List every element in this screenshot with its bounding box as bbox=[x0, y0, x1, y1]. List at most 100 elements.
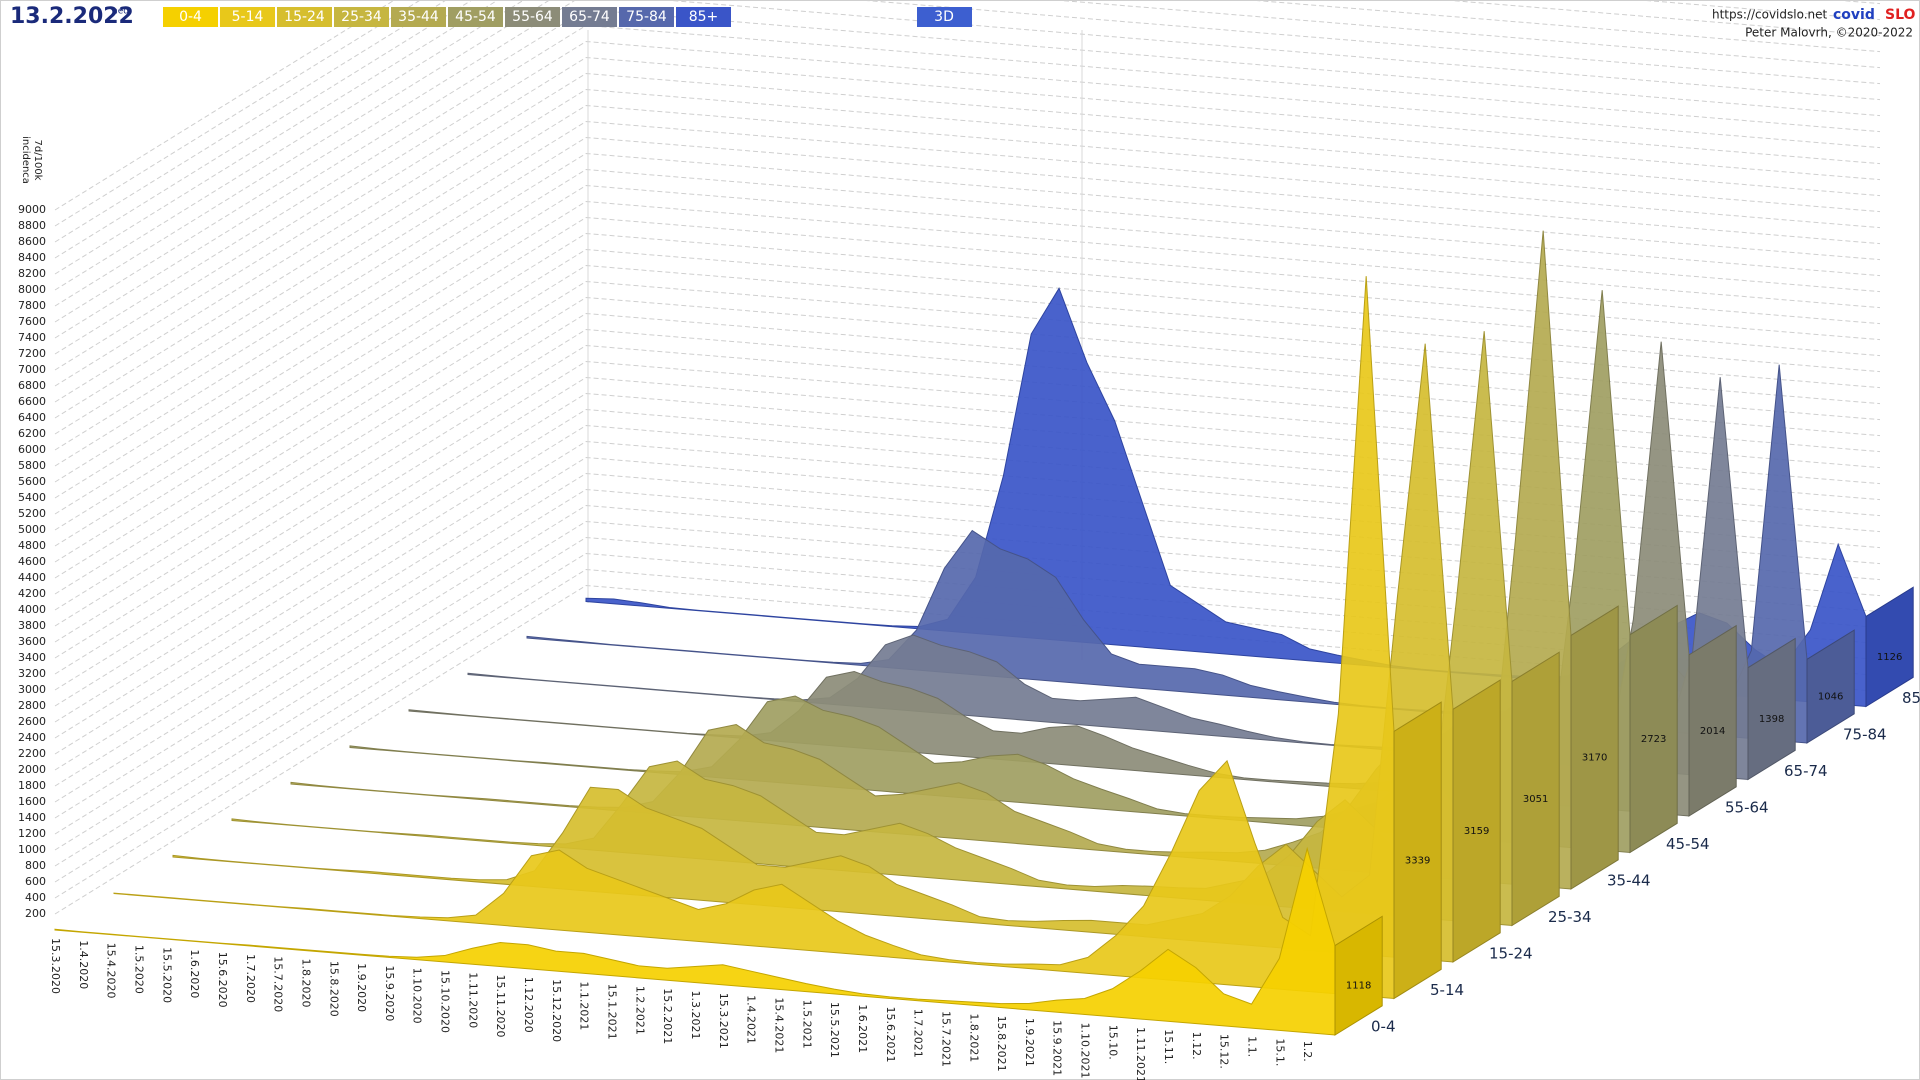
value-label: 3170 bbox=[1582, 753, 1607, 764]
x-tick-label: 15.7.2020 bbox=[272, 956, 285, 1012]
y-tick-label: 1000 bbox=[18, 843, 46, 856]
grid-line bbox=[54, 232, 1881, 563]
grid-line bbox=[54, 200, 1881, 531]
x-tick-label: 15.4.2020 bbox=[105, 943, 118, 999]
legend-button[interactable] bbox=[220, 7, 275, 27]
y-tick-label: 6600 bbox=[18, 395, 46, 408]
value-label: 1126 bbox=[1877, 652, 1902, 663]
y-tick-label: 3800 bbox=[18, 619, 46, 632]
legend-label[interactable]: 15-24 bbox=[284, 9, 325, 25]
x-tick-label: 15.6.2021 bbox=[884, 1006, 897, 1062]
age-row-area bbox=[113, 276, 1395, 1000]
y-tick-label: 2800 bbox=[18, 699, 46, 712]
legend-label[interactable]: 85+ bbox=[689, 9, 719, 25]
weekday: ned bbox=[112, 7, 129, 17]
legend-button[interactable] bbox=[505, 7, 560, 27]
legend-label[interactable]: 65-74 bbox=[569, 9, 610, 25]
grid-line bbox=[54, 296, 1881, 627]
end-face bbox=[1865, 586, 1914, 708]
legend-label[interactable]: 5-14 bbox=[232, 9, 264, 25]
row-label: 85+ bbox=[1902, 689, 1920, 707]
x-tick-label: 15.12. bbox=[1218, 1034, 1231, 1069]
legend-label[interactable]: 55-64 bbox=[512, 9, 553, 25]
x-tick-label: 15.8.2021 bbox=[995, 1016, 1008, 1072]
y-tick-label: 8400 bbox=[18, 251, 46, 264]
mode-button-label[interactable]: 3D bbox=[934, 9, 954, 25]
x-tick-label: 1.5.2021 bbox=[800, 1000, 813, 1049]
x-tick-label: 1.10.2020 bbox=[411, 968, 424, 1024]
grid-line bbox=[54, 248, 1881, 579]
grid-line bbox=[54, 56, 1881, 387]
y-tick-label: 2000 bbox=[18, 763, 46, 776]
grid-line bbox=[54, 472, 1881, 803]
y-tick-label: 5000 bbox=[18, 523, 46, 536]
x-tick-label: 1.2.2021 bbox=[633, 986, 646, 1035]
legend-button[interactable] bbox=[163, 7, 218, 27]
legend-button[interactable] bbox=[448, 7, 503, 27]
y-tick-label: 6800 bbox=[18, 379, 46, 392]
y-tick-label: 1200 bbox=[18, 827, 46, 840]
row-label: 0-4 bbox=[1371, 1018, 1396, 1036]
end-face bbox=[1806, 629, 1855, 744]
grid-line bbox=[54, 312, 1881, 643]
legend-button[interactable] bbox=[619, 7, 674, 27]
x-tick-label: 15.11.2020 bbox=[494, 975, 507, 1038]
legend-label[interactable]: 25-34 bbox=[341, 9, 382, 25]
mode-button[interactable] bbox=[917, 7, 972, 27]
grid-line bbox=[54, 536, 1881, 867]
legend-label[interactable]: 35-44 bbox=[398, 9, 439, 25]
x-tick-label: 1.1.2021 bbox=[578, 981, 591, 1030]
end-face bbox=[1570, 605, 1619, 890]
grid-line bbox=[54, 264, 1881, 595]
grid-line bbox=[54, 104, 1881, 435]
legend-label[interactable]: 75-84 bbox=[626, 9, 667, 25]
row-label: 35-44 bbox=[1607, 872, 1651, 890]
grid-line bbox=[54, 0, 1881, 307]
grid-line bbox=[54, 504, 1881, 835]
x-tick-label: 15.7.2021 bbox=[939, 1011, 952, 1067]
legend-button[interactable] bbox=[562, 7, 617, 27]
y-tick-label: 6200 bbox=[18, 427, 46, 440]
x-tick-label: 1.11.2021 bbox=[1134, 1027, 1147, 1080]
y-tick-label: 3400 bbox=[18, 651, 46, 664]
y-tick-label: 200 bbox=[25, 907, 46, 920]
grid-line bbox=[54, 0, 1881, 275]
y-tick-label: 6000 bbox=[18, 443, 46, 456]
grid-line bbox=[54, 520, 1881, 851]
x-tick-label: 1.8.2021 bbox=[967, 1013, 980, 1062]
value-label: 2014 bbox=[1700, 726, 1725, 737]
y-axis-title: 7d/100k bbox=[32, 140, 43, 181]
row-label: 45-54 bbox=[1666, 835, 1710, 853]
x-tick-label: 1.3.2021 bbox=[689, 991, 702, 1040]
value-label: 1046 bbox=[1818, 692, 1843, 703]
y-tick-label: 8200 bbox=[18, 267, 46, 280]
y-tick-label: 5200 bbox=[18, 507, 46, 520]
value-label: 3051 bbox=[1523, 794, 1548, 805]
legend-button[interactable] bbox=[391, 7, 446, 27]
site-url: https://covidslo.net bbox=[1712, 8, 1828, 22]
grid-line bbox=[54, 40, 1881, 371]
x-tick-label: 15.1.2021 bbox=[606, 984, 619, 1040]
x-tick-label: 1.5.2020 bbox=[132, 945, 145, 994]
y-tick-label: 4400 bbox=[18, 571, 46, 584]
x-tick-label: 15.12.2020 bbox=[550, 979, 563, 1042]
legend-button[interactable] bbox=[676, 7, 731, 27]
grid-line bbox=[54, 136, 1881, 467]
row-label: 65-74 bbox=[1784, 762, 1828, 780]
x-tick-label: 1.6.2020 bbox=[188, 949, 201, 998]
x-tick-label: 15.10. bbox=[1106, 1025, 1119, 1060]
x-tick-label: 15.2.2021 bbox=[661, 988, 674, 1044]
value-label: 1398 bbox=[1759, 714, 1784, 725]
legend-label[interactable]: 0-4 bbox=[179, 9, 202, 25]
legend-button[interactable] bbox=[277, 7, 332, 27]
y-tick-label: 600 bbox=[25, 875, 46, 888]
y-tick-label: 8800 bbox=[18, 219, 46, 232]
y-tick-label: 7800 bbox=[18, 299, 46, 312]
legend-label[interactable]: 45-54 bbox=[455, 9, 496, 25]
grid-line bbox=[54, 120, 1881, 451]
grid-line bbox=[54, 552, 1881, 883]
x-tick-label: 1.7.2020 bbox=[244, 954, 257, 1003]
y-tick-label: 8600 bbox=[18, 235, 46, 248]
legend-button[interactable] bbox=[334, 7, 389, 27]
